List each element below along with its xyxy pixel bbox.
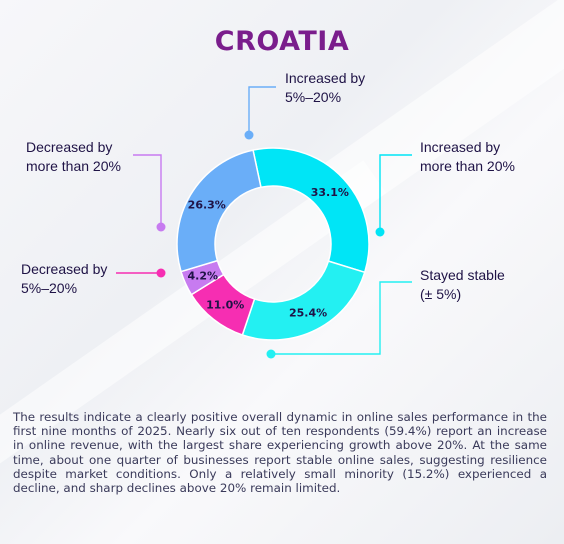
leader-dot-inc-5-20 bbox=[244, 130, 254, 140]
label-decreased-more-than-20: Decreased by more than 20% bbox=[26, 139, 121, 174]
leader-line-stable bbox=[271, 281, 412, 355]
donut-slice bbox=[176, 149, 262, 273]
label-increased-5-20: Increased by 5%–20% bbox=[285, 70, 366, 105]
donut-slice bbox=[252, 147, 370, 274]
leader-dot-stable bbox=[266, 349, 276, 359]
slice-value-label: 26.3% bbox=[188, 199, 226, 212]
leader-line-dec-gt20 bbox=[133, 154, 162, 227]
leader-line-inc-5-20 bbox=[248, 86, 276, 135]
label-increased-more-than-20: Increased by more than 20% bbox=[420, 139, 515, 174]
slice-value-label: 33.1% bbox=[311, 186, 349, 199]
donut-slice bbox=[241, 260, 366, 341]
label-decreased-5-20: Decreased by 5%–20% bbox=[21, 261, 108, 296]
leader-dot-inc-gt20 bbox=[375, 227, 385, 237]
leader-dot-dec-gt20 bbox=[156, 222, 166, 232]
slice-value-label: 11.0% bbox=[206, 298, 244, 311]
donut-chart: 33.1% 25.4% 11.0% 4.2% 26.3% bbox=[116, 86, 412, 359]
leader-line-inc-gt20 bbox=[379, 154, 412, 232]
label-stayed-stable: Stayed stable (± 5%) bbox=[420, 267, 505, 302]
description-text: The results indicate a clearly positive … bbox=[13, 410, 547, 496]
chart-title: CROATIA bbox=[214, 26, 350, 57]
slice-value-label: 4.2% bbox=[188, 270, 219, 283]
leader-dot-dec-5-20 bbox=[156, 268, 166, 278]
slice-value-label: 25.4% bbox=[289, 307, 327, 320]
